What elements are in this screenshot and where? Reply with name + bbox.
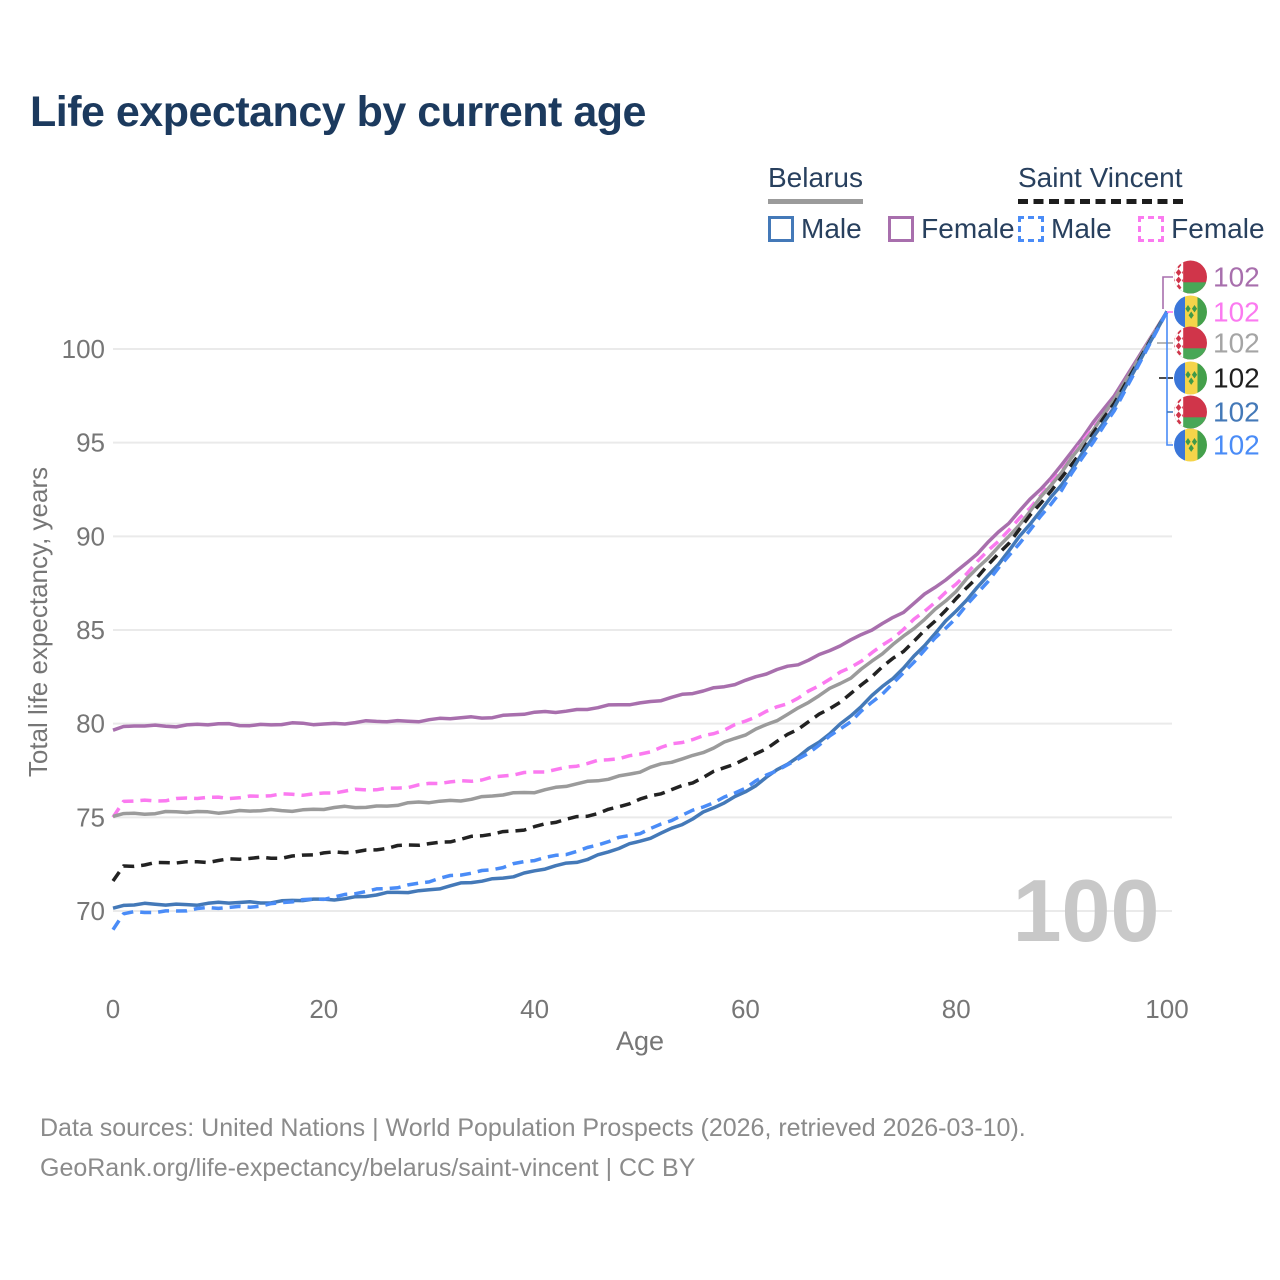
- x-tick-label: 20: [309, 994, 338, 1024]
- age-counter-text: 100: [1013, 861, 1160, 960]
- legend-group-belarus: Belarus Male Female: [768, 162, 1037, 247]
- legend-item-label: Male: [801, 213, 862, 244]
- legend-item-saint-vincent-male[interactable]: Male: [1018, 213, 1112, 245]
- end-value-label: 102: [1213, 397, 1260, 428]
- age-counter-watermark: 100: [1013, 861, 1160, 960]
- y-axis-title: Total life expectancy, years: [23, 467, 53, 777]
- legend-item-label: Female: [921, 213, 1015, 244]
- belarus-flag-icon: [1174, 261, 1207, 294]
- x-tick-label: 80: [942, 994, 971, 1024]
- legend-item-label: Male: [1051, 213, 1112, 244]
- gridlines: [113, 348, 1172, 912]
- end-value-label: 102: [1213, 430, 1260, 461]
- series-line-belarus-female[interactable]: [112, 310, 1169, 732]
- data-source-line2: GeoRank.org/life-expectancy/belarus/sain…: [40, 1154, 696, 1182]
- saint-vincent-flag-icon: [1174, 362, 1207, 395]
- legend-item-belarus-male[interactable]: Male: [768, 213, 862, 245]
- belarus-male-swatch-icon: [768, 216, 794, 242]
- legend-group-saint-vincent: Saint Vincent Male Female: [1018, 162, 1280, 247]
- series-line-saint-vincent-male[interactable]: [111, 310, 1169, 931]
- legend-item-label: Female: [1171, 213, 1265, 244]
- data-source-note: Data sources: United Nations | World Pop…: [40, 1108, 1026, 1188]
- x-tick-label: 0: [106, 994, 120, 1024]
- x-axis-title: Age: [616, 1026, 664, 1056]
- belarus-female-swatch-icon: [888, 216, 915, 242]
- y-tick-label: 95: [76, 428, 105, 458]
- data-source-line1: Data sources: United Nations | World Pop…: [40, 1114, 1026, 1142]
- end-label-leader-lines: [1157, 276, 1173, 446]
- series-line-belarus-both-sexes-[interactable]: [112, 310, 1169, 819]
- saint-vincent-flag-icon: [1174, 296, 1207, 329]
- series-lines: [111, 310, 1169, 931]
- y-tick-label: 70: [76, 896, 105, 926]
- saint-vincent-flag-icon: [1174, 429, 1207, 462]
- page-title: Life expectancy by current age: [30, 88, 646, 136]
- legend-title-saint-vincent[interactable]: Saint Vincent: [1018, 162, 1183, 204]
- end-value-label: 102: [1213, 363, 1260, 394]
- y-tick-label: 75: [76, 802, 105, 832]
- end-value-label: 102: [1213, 262, 1260, 293]
- y-tick-label: 80: [76, 709, 105, 739]
- y-tick-label: 85: [76, 615, 105, 645]
- y-tick-label: 90: [76, 521, 105, 551]
- series-line-belarus-male[interactable]: [112, 310, 1169, 910]
- axis-labels: 70 75 80 85 90 95 100 0 20 40 60 80 100 Age Total life…: [23, 334, 1189, 1056]
- end-value-label: 102: [1213, 297, 1260, 328]
- belarus-flag-icon: [1174, 327, 1207, 360]
- legend-item-saint-vincent-female[interactable]: Female: [1138, 213, 1265, 245]
- leader-line: [1166, 314, 1173, 446]
- y-tick-label: 100: [62, 334, 105, 364]
- series-line-saint-vincent-both-sexes-[interactable]: [111, 310, 1169, 883]
- legend: Belarus Male Female Saint Vincent Male: [0, 162, 1280, 252]
- legend-item-belarus-female[interactable]: Female: [888, 213, 1015, 245]
- series-line-saint-vincent-female[interactable]: [111, 310, 1169, 819]
- saint-vincent-female-swatch-icon: [1138, 216, 1165, 242]
- x-tick-label: 100: [1145, 994, 1188, 1024]
- legend-title-belarus[interactable]: Belarus: [768, 162, 863, 204]
- x-tick-label: 40: [520, 994, 549, 1024]
- end-value-label: 102: [1213, 328, 1260, 359]
- belarus-flag-icon: [1174, 396, 1207, 429]
- saint-vincent-male-swatch-icon: [1018, 216, 1044, 242]
- x-tick-label: 60: [731, 994, 760, 1024]
- leader-line: [1162, 276, 1173, 309]
